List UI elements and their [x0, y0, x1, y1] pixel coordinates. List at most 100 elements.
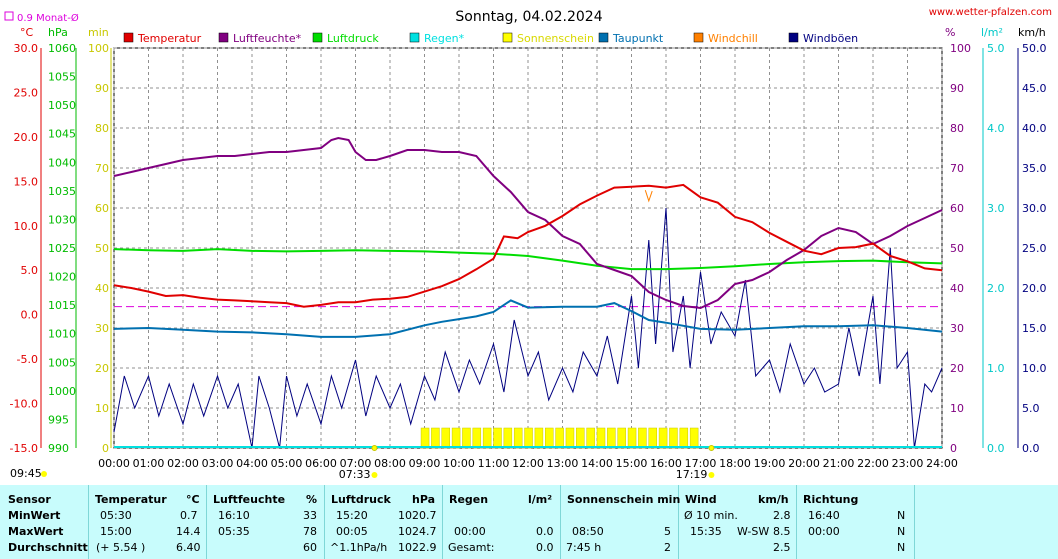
sunshine-bar: [472, 427, 482, 449]
min-hum-value: 33: [303, 509, 317, 522]
legend-label: Luftdruck: [327, 32, 379, 45]
max-rain-time: 00:00: [454, 525, 486, 538]
humidity-tick-label: 60: [950, 202, 964, 215]
max-wind-direction: W-SW: [737, 525, 770, 538]
legend-swatch: [598, 32, 609, 43]
time-tick-label: 17:00: [685, 457, 717, 470]
wind-tick-label: 35.0: [1022, 162, 1047, 175]
min-dir-time: 16:40: [808, 509, 840, 522]
time-tick-label: 10:00: [443, 457, 475, 470]
legend-swatch: [218, 32, 229, 43]
sunshine-tick-label: 30: [95, 322, 109, 335]
table-header-direction: Richtung: [803, 493, 859, 506]
time-tick-label: 18:00: [719, 457, 751, 470]
pressure-tick-label: 1000: [48, 385, 76, 398]
pressure-tick-label: 1040: [48, 156, 76, 169]
pressure-tick-label: 995: [48, 413, 69, 426]
chart-title: Sonntag, 04.02.2024: [455, 9, 602, 25]
time-tick-label: 24:00: [926, 457, 958, 470]
max-wind-value: 8.5: [773, 525, 791, 538]
sunshine-bar: [565, 427, 575, 449]
wind-tick-label: 5.0: [1022, 402, 1040, 415]
sun-duration-icon: [41, 471, 47, 477]
table-header-rain: Regen: [449, 493, 489, 506]
max-temp-time: 15:00: [100, 525, 132, 538]
wind-tick-label: 0.0: [1022, 442, 1040, 455]
legend-swatch: [502, 32, 513, 43]
sunshine-bar: [576, 427, 585, 449]
sunshine-tick-label: 10: [95, 402, 109, 415]
table-header-pressure-unit: hPa: [412, 493, 436, 506]
min-temp-value: 0.7: [180, 509, 198, 522]
humidity-tick-label: 30: [950, 322, 964, 335]
time-tick-label: 03:00: [202, 457, 234, 470]
temp-tick-label: 25.0: [14, 86, 39, 99]
temp-tick-label: 20.0: [14, 131, 39, 144]
windchill-line: [644, 190, 653, 203]
time-tick-label: 08:00: [374, 457, 406, 470]
row-label-min: MinWert: [8, 509, 61, 522]
avg-rain-label: Gesamt:: [448, 541, 495, 554]
temp-tick-label: -5.0: [17, 353, 38, 366]
sunshine-tick-label: 90: [95, 82, 109, 95]
pressure-axis-unit: hPa: [48, 26, 68, 39]
sunshine-bar: [524, 427, 533, 449]
time-tick-label: 20:00: [788, 457, 820, 470]
pressure-tick-label: 1010: [48, 328, 76, 341]
sunshine-bar: [689, 427, 699, 449]
month-average-swatch: [4, 11, 14, 21]
min-wind-value: 2.8: [773, 509, 791, 522]
wind-tick-label: 45.0: [1022, 82, 1047, 95]
time-tick-label: 00:00: [98, 457, 130, 470]
temp-tick-label: 0.0: [21, 309, 39, 322]
table-divider: [324, 485, 325, 559]
time-tick-label: 14:00: [581, 457, 613, 470]
humidity-tick-label: 0: [950, 442, 957, 455]
row-label-max: MaxWert: [8, 525, 64, 538]
humidity-tick-label: 80: [950, 122, 964, 135]
sunshine-tick-label: 70: [95, 162, 109, 175]
max-dir-value: N: [897, 525, 906, 538]
table-header-humidity-unit: %: [306, 493, 318, 506]
sunshine-axis-unit: min: [88, 26, 109, 39]
gusts-line: [113, 207, 943, 449]
sunshine-bar: [596, 427, 606, 449]
sunrise-icon: [371, 472, 378, 478]
temp-tick-label: 15.0: [14, 175, 39, 188]
min-hum-time: 16:10: [218, 509, 250, 522]
temp-axis-unit: °C: [20, 26, 34, 39]
sunshine-bar: [648, 427, 657, 449]
max-hum-value: 78: [303, 525, 317, 538]
pressure-line: [113, 248, 943, 271]
wind-axis-unit: km/h: [1018, 26, 1046, 39]
time-tick-label: 06:00: [305, 457, 337, 470]
humidity-tick-label: 20: [950, 362, 964, 375]
time-tick-label: 19:00: [754, 457, 786, 470]
table-header-sensor: Sensor: [8, 493, 51, 506]
legend-swatch: [409, 32, 420, 43]
sunshine-bar: [586, 427, 595, 449]
max-dir-time: 00:00: [808, 525, 840, 538]
sunshine-bar: [482, 427, 492, 449]
legend-label: Luftfeuchte*: [233, 32, 302, 45]
wind-tick-label: 50.0: [1022, 42, 1047, 55]
rain-tick-label: 3.0: [987, 202, 1005, 215]
chart-canvas: Sonntag, 04.02.2024 www.wetter-pfalzen.co…: [4, 7, 1052, 481]
rain-tick-label: 2.0: [987, 282, 1005, 295]
wind-tick-label: 30.0: [1022, 202, 1047, 215]
table-header-wind: Wind: [685, 493, 717, 506]
humidity-line: [113, 136, 943, 310]
pressure-tick-label: 1055: [48, 71, 76, 84]
avg-press-value: 1022.9: [398, 541, 437, 554]
avg-press-trend: ^1.1hPa/h: [330, 541, 388, 554]
legend-label: Taupunkt: [612, 32, 664, 45]
rain-tick-label: 1.0: [987, 362, 1005, 375]
sunshine-tick-label: 50: [95, 242, 109, 255]
wind-tick-label: 10.0: [1022, 362, 1047, 375]
time-tick-label: 15:00: [616, 457, 648, 470]
pressure-tick-label: 1030: [48, 213, 76, 226]
min-wind-label: Ø 10 min.: [684, 509, 738, 522]
table-divider: [88, 485, 89, 559]
time-tick-label: 23:00: [892, 457, 924, 470]
sunshine-tick-label: 0: [102, 442, 109, 455]
